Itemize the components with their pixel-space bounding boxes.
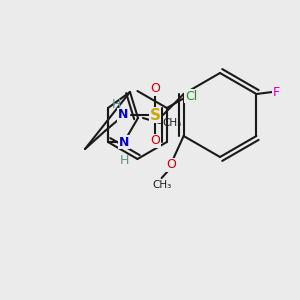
Text: O: O [150,134,160,148]
Text: H: H [111,98,121,112]
Text: CH₃: CH₃ [152,180,171,190]
Text: N: N [119,136,129,148]
Text: S: S [149,107,161,122]
Text: O: O [150,82,160,95]
Text: CH₃: CH₃ [162,118,181,128]
Text: Cl: Cl [185,89,197,103]
Text: F: F [273,85,280,98]
Text: H: H [119,154,129,167]
Text: N: N [118,109,128,122]
Text: O: O [167,158,177,172]
